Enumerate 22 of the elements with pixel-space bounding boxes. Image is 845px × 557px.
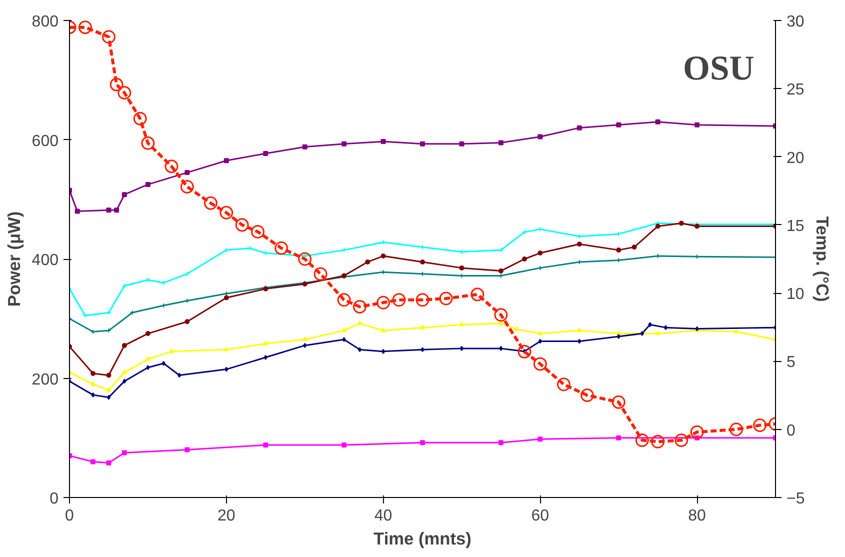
y2-tick-label: 15 xyxy=(786,218,804,235)
y2-tick-label: 20 xyxy=(786,150,804,167)
x-axis-title: Time (mnts) xyxy=(374,528,472,548)
y-tick-label: 600 xyxy=(32,132,59,150)
y2-tick-label: 25 xyxy=(786,82,804,99)
y2-tick-label: 10 xyxy=(786,286,804,304)
x-tick-label: 40 xyxy=(374,508,392,524)
y-tick-label: 800 xyxy=(32,14,59,30)
x-tick-label: 60 xyxy=(531,508,550,524)
y2-tick-label: −5 xyxy=(786,490,805,508)
x-tick-label: 20 xyxy=(217,508,236,524)
y2-axis-title: Temp. (°C) xyxy=(812,216,833,302)
annotation: OSU xyxy=(683,49,754,88)
y2-tick-label: 30 xyxy=(786,14,804,30)
y-tick-label: 0 xyxy=(50,490,59,508)
y2-tick-label: 5 xyxy=(786,354,796,372)
y-tick-label: 400 xyxy=(32,252,59,269)
x-tick-label: 80 xyxy=(688,508,706,524)
y-tick-label: 200 xyxy=(32,371,59,388)
y2-tick-label: 0 xyxy=(786,422,796,440)
y-axis-title: Power (μW) xyxy=(4,211,24,307)
x-tick-label: 0 xyxy=(65,508,74,524)
